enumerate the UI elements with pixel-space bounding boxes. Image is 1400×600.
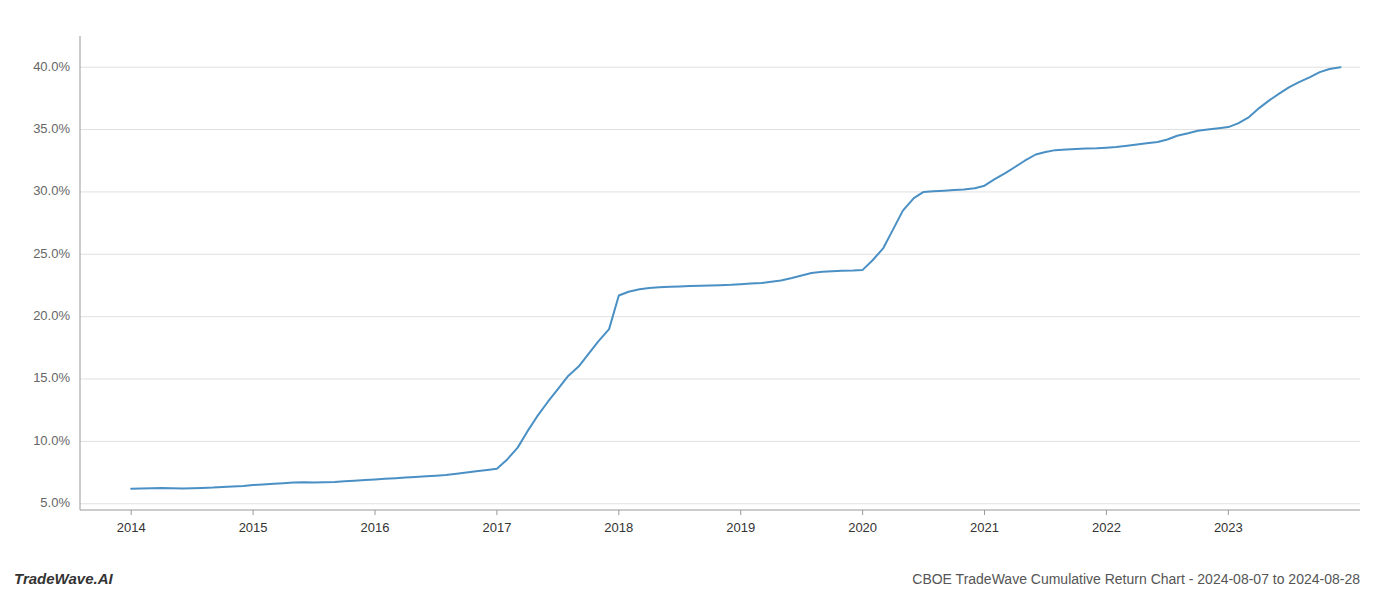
x-tick-label: 2014 xyxy=(117,520,146,535)
x-tick xyxy=(862,510,863,515)
x-tick-label: 2017 xyxy=(482,520,511,535)
x-tick-label: 2018 xyxy=(604,520,633,535)
y-tick-label: 25.0% xyxy=(33,246,70,261)
x-tick xyxy=(1106,510,1107,515)
y-axis-line xyxy=(80,36,81,510)
x-tick-label: 2021 xyxy=(970,520,999,535)
x-axis: 2014 2015 2016 2017 2018 2019 2020 2021 2022 2023 xyxy=(117,510,1243,535)
y-tick-label: 35.0% xyxy=(33,121,70,136)
background xyxy=(0,0,1400,600)
grid-line xyxy=(80,379,1360,380)
y-tick-label: 15.0% xyxy=(33,370,70,385)
x-tick-label: 2016 xyxy=(361,520,390,535)
y-tick-label: 10.0% xyxy=(33,433,70,448)
y-tick-label: 40.0% xyxy=(33,59,70,74)
grid-line xyxy=(80,441,1360,442)
x-tick-label: 2015 xyxy=(239,520,268,535)
plot-area xyxy=(131,67,1340,489)
x-tick-label: 2019 xyxy=(726,520,755,535)
x-axis-line xyxy=(80,510,1360,511)
x-tick xyxy=(496,510,497,515)
y-axis: 5.0% 10.0% 15.0% 20.0% 25.0% 30.0% 35.0% 40.0% xyxy=(33,59,1360,511)
watermark: TradeWave.AI xyxy=(14,570,113,587)
x-tick xyxy=(131,510,132,515)
grid-line xyxy=(80,254,1360,255)
grid-line xyxy=(80,503,1360,504)
y-tick-label: 30.0% xyxy=(33,183,70,198)
grid-line xyxy=(80,67,1360,68)
line xyxy=(131,67,1340,489)
title: CBOE TradeWave Cumulative Return Chart -… xyxy=(912,571,1360,587)
x-tick xyxy=(253,510,254,515)
y-tick-label: 20.0% xyxy=(33,308,70,323)
x-tick-label: 2020 xyxy=(848,520,877,535)
x-tick xyxy=(984,510,985,515)
grid-line xyxy=(80,129,1360,130)
x-tick xyxy=(1228,510,1229,515)
chart: 5.0% 10.0% 15.0% 20.0% 25.0% 30.0% 35.0% 40.0% 2… xyxy=(0,0,1400,600)
x-tick-label: 2022 xyxy=(1092,520,1121,535)
y-tick-label: 5.0% xyxy=(40,495,70,510)
grid-line xyxy=(80,316,1360,317)
x-tick xyxy=(618,510,619,515)
x-tick xyxy=(375,510,376,515)
x-tick-label: 2023 xyxy=(1214,520,1243,535)
grid-line xyxy=(80,191,1360,192)
x-tick xyxy=(740,510,741,515)
